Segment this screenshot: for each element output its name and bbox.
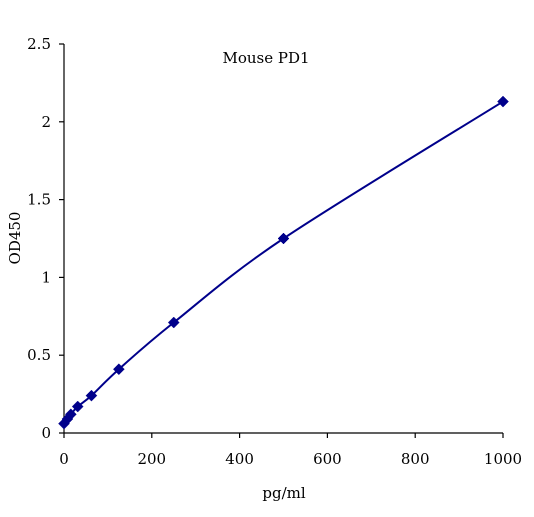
chart-title: Mouse PD1	[222, 49, 309, 67]
x-tick-label: 600	[313, 450, 342, 468]
data-point	[64, 408, 77, 421]
y-axis-title: OD450	[6, 212, 24, 265]
data-point	[167, 316, 180, 329]
x-ticks: 0 200 400 600 800 1000	[59, 433, 522, 468]
y-tick-label: 1.5	[27, 191, 51, 209]
data-point	[277, 232, 290, 245]
x-axis-title: pg/ml	[262, 484, 305, 502]
y-tick-label: 1	[41, 268, 51, 286]
data-point	[71, 400, 84, 413]
series-layer	[58, 95, 509, 430]
x-tick-label: 0	[59, 450, 69, 468]
x-tick-label: 200	[137, 450, 166, 468]
y-tick-label: 2	[41, 113, 51, 131]
data-point	[497, 95, 509, 108]
y-tick-label: 0.5	[27, 346, 51, 364]
x-tick-label: 400	[225, 450, 254, 468]
y-tick-label: 2.5	[27, 35, 51, 53]
fit-curve	[63, 100, 504, 425]
x-tick-label: 1000	[484, 450, 522, 468]
y-ticks: 0 0.5 1 1.5 2 2.5	[27, 35, 64, 442]
data-point	[85, 389, 98, 402]
data-point	[113, 363, 125, 376]
x-tick-label: 800	[401, 450, 430, 468]
y-tick-label: 0	[41, 424, 51, 442]
